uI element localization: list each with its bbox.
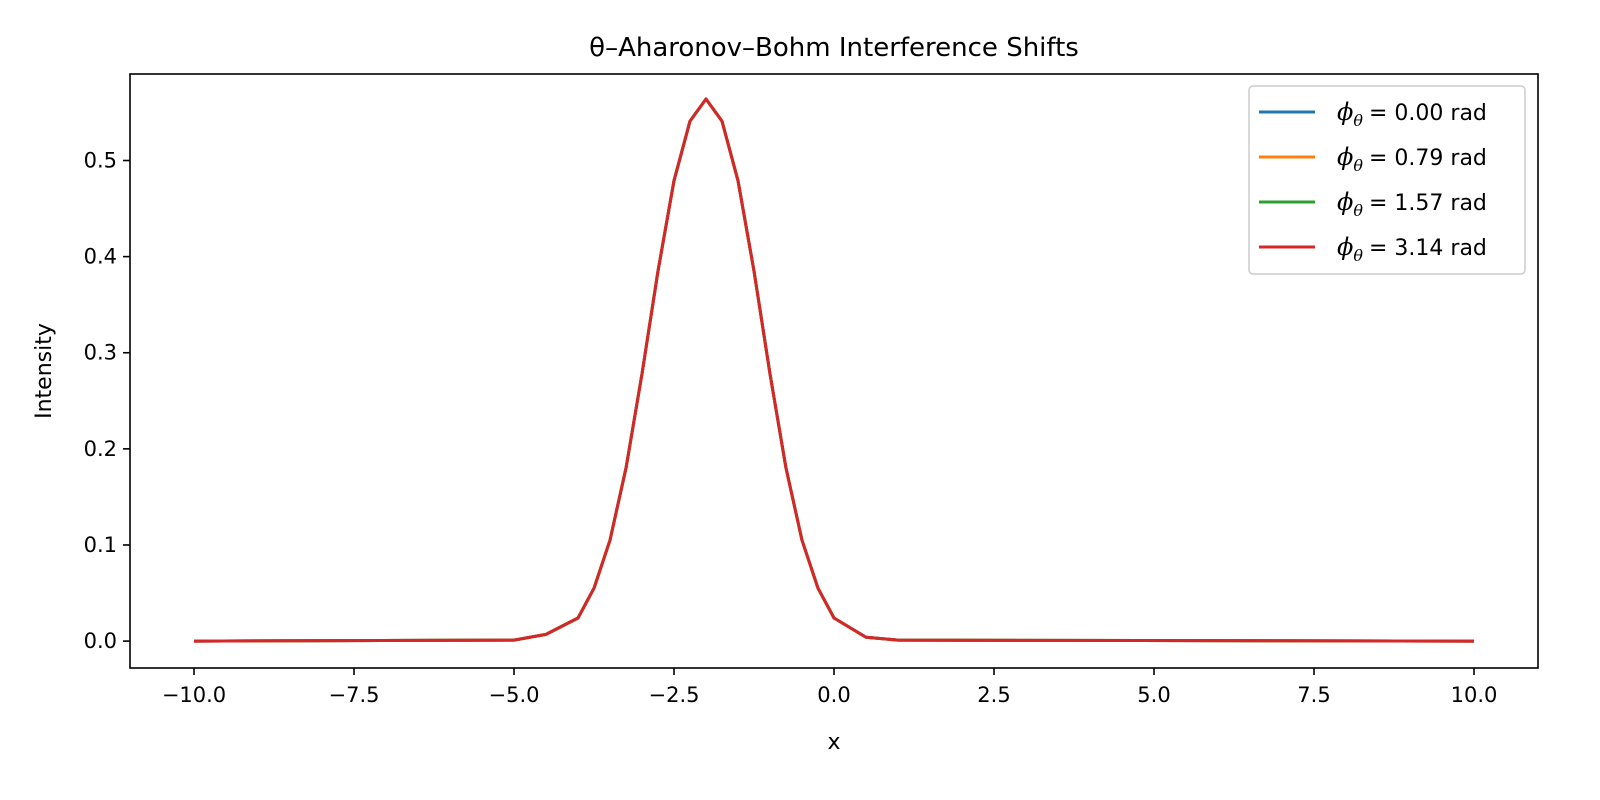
x-tick-label: 5.0 [1137,683,1170,707]
series-line-4 [193,97,1475,643]
x-axis-label: x [827,730,840,755]
y-axis: 0.0 0.1 0.2 0.3 0.4 0.5 [84,149,130,653]
y-tick-label: 0.3 [84,341,117,365]
y-tick-label: 0.2 [84,437,117,461]
x-tick-label: 7.5 [1297,683,1330,707]
legend-label-3: ϕθ = 1.57 rad [1337,188,1487,220]
legend: ϕθ = 0.00 rad ϕθ = 0.79 rad ϕθ = 1.57 rad ϕθ = … [1248,85,1526,275]
legend-label-1: ϕθ = 0.00 rad [1337,98,1487,130]
y-axis-label: Intensity [32,323,57,419]
x-tick-label: −2.5 [649,683,700,707]
y-tick-label: 0.5 [84,149,117,173]
y-tick-label: 0.4 [84,245,117,269]
chart-title: θ–Aharonov–Bohm Interference Shifts [589,33,1079,63]
x-tick-label: −7.5 [329,683,380,707]
x-tick-label: −10.0 [162,683,226,707]
legend-label-2: ϕθ = 0.79 rad [1337,143,1487,175]
x-tick-label: 10.0 [1451,683,1498,707]
y-tick-label: 0.0 [84,629,117,653]
legend-label-4: ϕθ = 3.14 rad [1337,233,1487,265]
x-tick-label: 2.5 [977,683,1010,707]
x-tick-label: 0.0 [817,683,850,707]
legend-frame [1248,85,1526,275]
x-axis: −10.0 −7.5 −5.0 −2.5 0.0 2.5 5.0 7.5 10.0 [162,668,1498,707]
x-tick-label: −5.0 [489,683,540,707]
series-layer [193,97,1475,643]
y-tick-label: 0.1 [84,533,117,557]
